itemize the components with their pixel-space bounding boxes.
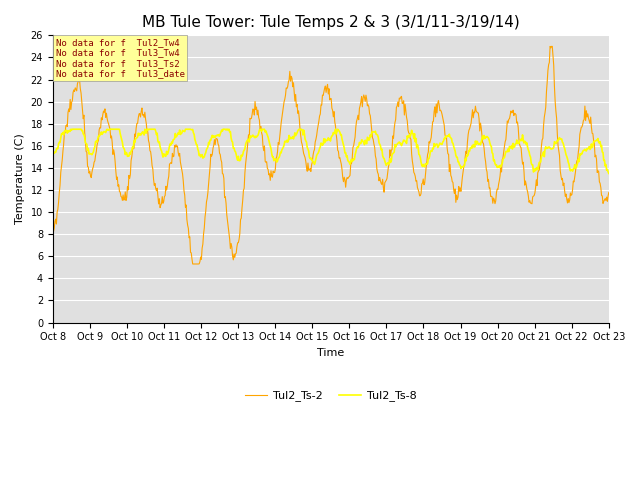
Tul2_Ts-8 xyxy=(115,126,123,132)
Tul2_Ts-8 xyxy=(217,129,225,134)
Tul2_Ts-2 xyxy=(244,132,252,138)
Legend: Tul2_Ts-2, Tul2_Ts-8: Tul2_Ts-2, Tul2_Ts-8 xyxy=(241,385,421,405)
Title: MB Tule Tower: Tule Temps 2 & 3 (3/1/11-3/19/14): MB Tule Tower: Tule Temps 2 & 3 (3/1/11-… xyxy=(142,15,520,30)
Tul2_Ts-2 xyxy=(547,44,554,49)
Tul2_Ts-2 xyxy=(389,133,397,139)
Tul2_Ts-2 xyxy=(49,225,56,230)
Tul2_Ts-2 xyxy=(420,182,428,188)
Tul2_Ts-8 xyxy=(244,136,252,142)
Text: No data for f  Tul2_Tw4
No data for f  Tul3_Tw4
No data for f  Tul3_Ts2
No data : No data for f Tul2_Tw4 No data for f Tul… xyxy=(56,38,184,78)
Tul2_Ts-8 xyxy=(605,170,612,176)
Y-axis label: Temperature (C): Temperature (C) xyxy=(15,133,25,224)
Tul2_Ts-2 xyxy=(189,261,196,267)
Tul2_Ts-8 xyxy=(67,126,75,132)
Tul2_Ts-2 xyxy=(266,171,273,177)
Tul2_Ts-8 xyxy=(389,151,397,156)
Line: Tul2_Ts-8: Tul2_Ts-8 xyxy=(52,129,609,173)
Tul2_Ts-8 xyxy=(420,163,428,169)
Tul2_Ts-2 xyxy=(114,183,122,189)
Line: Tul2_Ts-2: Tul2_Ts-2 xyxy=(52,47,609,264)
X-axis label: Time: Time xyxy=(317,348,344,358)
Tul2_Ts-2 xyxy=(217,157,225,163)
Tul2_Ts-8 xyxy=(266,141,273,146)
Tul2_Ts-8 xyxy=(49,146,56,152)
Tul2_Ts-2 xyxy=(605,190,612,195)
